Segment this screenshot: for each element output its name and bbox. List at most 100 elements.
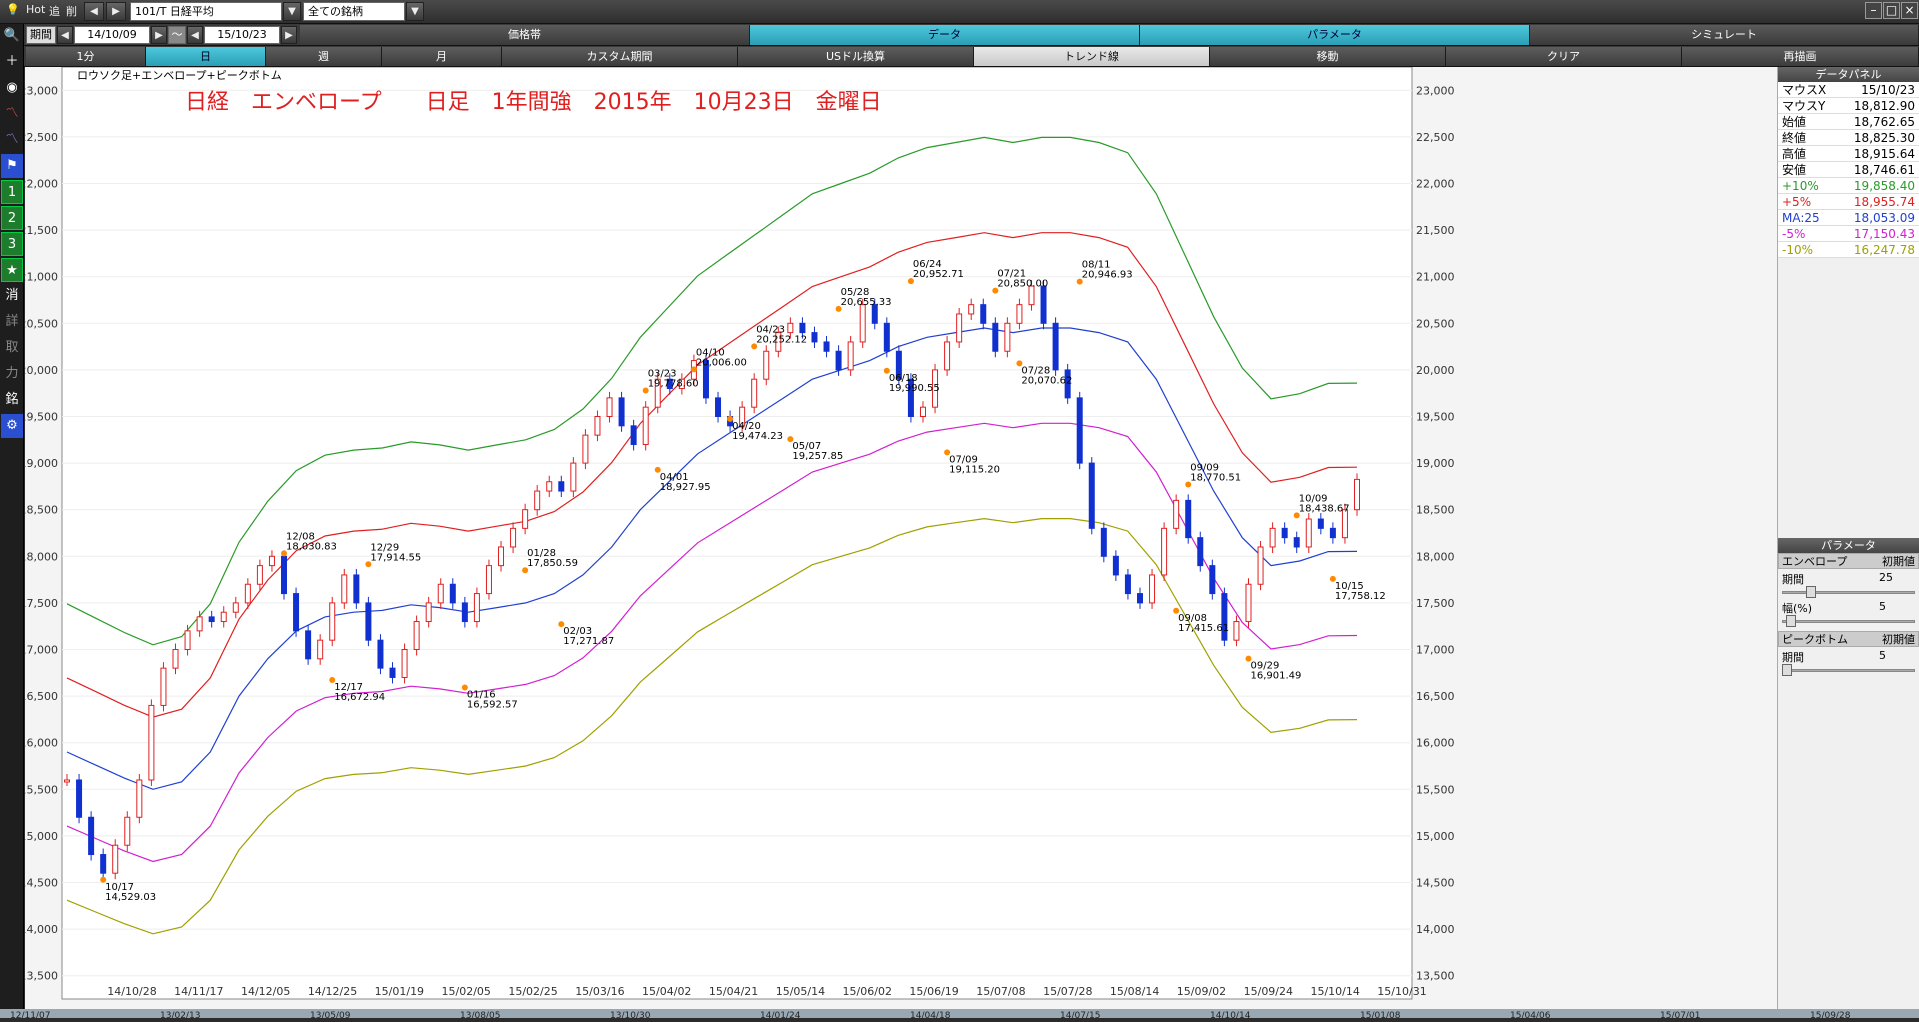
peak-marker — [1173, 607, 1180, 614]
btn-monthly[interactable]: 月 — [382, 47, 502, 66]
data-value: 18,746.61 — [1853, 163, 1915, 177]
detail-button[interactable]: 詳 — [5, 314, 19, 329]
btn-move[interactable]: 移動 — [1210, 47, 1446, 66]
tab-price[interactable]: 価格帯 — [300, 25, 750, 45]
envelope-reset-button[interactable]: 初期値 — [1882, 555, 1915, 568]
data-value: 18,825.30 — [1853, 131, 1915, 145]
peak-date: 08/11 — [1082, 260, 1111, 271]
brand-button[interactable]: 銘 — [5, 392, 19, 407]
close-icon[interactable]: × — [1901, 2, 1918, 19]
y-tick-label-right: 16,500 — [1416, 690, 1455, 703]
symbol-dropdown-icon[interactable]: ▼ — [283, 2, 301, 21]
candle-body — [124, 816, 131, 846]
candle-body — [293, 593, 300, 632]
tab-data[interactable]: データ — [750, 25, 1140, 45]
minimize-icon[interactable]: – — [1865, 2, 1882, 19]
peak-value: 19,990.55 — [889, 383, 940, 394]
to-date-input[interactable]: 15/10/23 — [204, 26, 280, 44]
chart-title: 日経 エンベロープ 日足 1年間強 2015年 10月23日 金曜日 — [185, 90, 882, 115]
y-tick-label-right: 18,500 — [1416, 504, 1455, 517]
prev-arrow-icon[interactable]: ◀ — [84, 2, 104, 21]
peak-date: 12/29 — [370, 542, 399, 553]
candle-body — [1076, 397, 1083, 464]
candle-body — [485, 565, 492, 595]
data-value: 18,955.74 — [1853, 195, 1915, 209]
preset-3-button[interactable]: 3 — [1, 232, 23, 256]
envelope-line — [66, 327, 1358, 790]
to-next-icon[interactable]: ▶ — [281, 26, 297, 44]
data-value: 18,812.90 — [1853, 99, 1915, 113]
next-arrow-icon[interactable]: ▶ — [106, 2, 126, 21]
peak-date: 04/23 — [756, 324, 785, 335]
sakujo-button[interactable]: 削 — [66, 5, 77, 18]
price-chart[interactable]: 13,500 13,500 14,000 14,000 14,500 14,500 15,0… — [20, 66, 1777, 1009]
camera-icon[interactable]: ◉ — [6, 80, 18, 95]
gear-icon[interactable]: ⚙ — [1, 414, 23, 438]
peakbottom-reset-button[interactable]: 初期値 — [1882, 633, 1915, 646]
candle-body — [449, 583, 456, 604]
peak-marker — [1076, 278, 1083, 285]
candle-body — [1257, 546, 1264, 585]
candle-body — [184, 630, 191, 650]
candle-body — [1124, 574, 1131, 595]
bulb-icon[interactable]: 💡 — [6, 3, 20, 16]
candle-body — [281, 555, 288, 595]
btn-trendline[interactable]: トレンド線 — [974, 47, 1210, 66]
data-row: MA:25 18,053.09 — [1778, 210, 1919, 226]
data-key: -10% — [1782, 243, 1814, 257]
overview-axis[interactable]: 12/11/07 13/02/13 13/05/09 13/08/05 13/10/30… — [0, 1009, 1919, 1021]
btn-1min[interactable]: 1分 — [26, 47, 146, 66]
star-icon[interactable]: ★ — [1, 258, 23, 282]
btn-weekly[interactable]: 週 — [266, 47, 382, 66]
candle-body — [220, 611, 227, 623]
btn-clear[interactable]: クリア — [1446, 47, 1682, 66]
tab-simulate[interactable]: シミュレート — [1530, 25, 1919, 45]
btn-custom-period[interactable]: カスタム期間 — [502, 47, 738, 66]
fetch-button[interactable]: 取 — [5, 340, 19, 355]
candle-body — [558, 481, 565, 492]
plus-icon[interactable]: ＋ — [5, 54, 19, 69]
tab-param[interactable]: パラメータ — [1140, 25, 1530, 45]
filter-dropdown-icon[interactable]: ▼ — [406, 2, 424, 21]
maximize-icon[interactable]: □ — [1883, 2, 1900, 19]
peak-date: 07/21 — [997, 269, 1026, 280]
hot-button[interactable]: Hot — [26, 3, 46, 16]
search-icon[interactable]: 🔍 — [3, 28, 21, 43]
peak-date: 04/01 — [660, 472, 689, 483]
preset-2-button[interactable]: 2 — [1, 206, 23, 230]
input-button[interactable]: 力 — [5, 366, 19, 381]
pb-period-slider[interactable] — [1782, 664, 1915, 676]
peak-date: 06/18 — [889, 373, 918, 384]
candle-body — [1028, 285, 1035, 306]
preset-1-button[interactable]: 1 — [1, 180, 23, 204]
peak-date: 05/28 — [841, 287, 870, 298]
filter-select[interactable]: 全ての銘柄 — [303, 2, 405, 21]
peak-date: 09/09 — [1190, 462, 1219, 473]
peak-date: 01/16 — [467, 689, 496, 700]
erase-button[interactable]: 消 — [5, 288, 19, 303]
line-chart-icon[interactable]: 〽 — [5, 106, 19, 121]
y-tick-label: 14,000 — [25, 923, 58, 936]
flag-icon[interactable]: ⚑ — [1, 154, 23, 178]
symbol-input[interactable]: 101/T 日経平均 — [130, 2, 282, 21]
candle-body — [739, 406, 746, 427]
period-slider[interactable] — [1782, 586, 1915, 598]
btn-redraw[interactable]: 再描画 — [1682, 47, 1919, 66]
x-tick-label: 15/09/24 — [1244, 985, 1293, 998]
candle-body — [425, 602, 432, 623]
from-date-input[interactable]: 14/10/09 — [74, 26, 150, 44]
candle-body — [136, 779, 143, 818]
candle-body — [1209, 565, 1216, 595]
tsui-button[interactable]: 追 — [49, 5, 60, 18]
btn-daily[interactable]: 日 — [146, 47, 266, 66]
width-slider[interactable] — [1782, 615, 1915, 627]
peak-value: 16,672.94 — [334, 692, 385, 703]
chart-area[interactable]: 13,500 13,500 14,000 14,000 14,500 14,500 15,0… — [20, 66, 1777, 1018]
from-prev-icon[interactable]: ◀ — [57, 26, 73, 44]
from-next-icon[interactable]: ▶ — [151, 26, 167, 44]
btn-usd[interactable]: USドル換算 — [738, 47, 974, 66]
chart-type-icon[interactable]: 〽 — [5, 132, 19, 147]
candle-body — [871, 304, 878, 324]
to-prev-icon[interactable]: ◀ — [187, 26, 203, 44]
candle-body — [1269, 527, 1276, 548]
